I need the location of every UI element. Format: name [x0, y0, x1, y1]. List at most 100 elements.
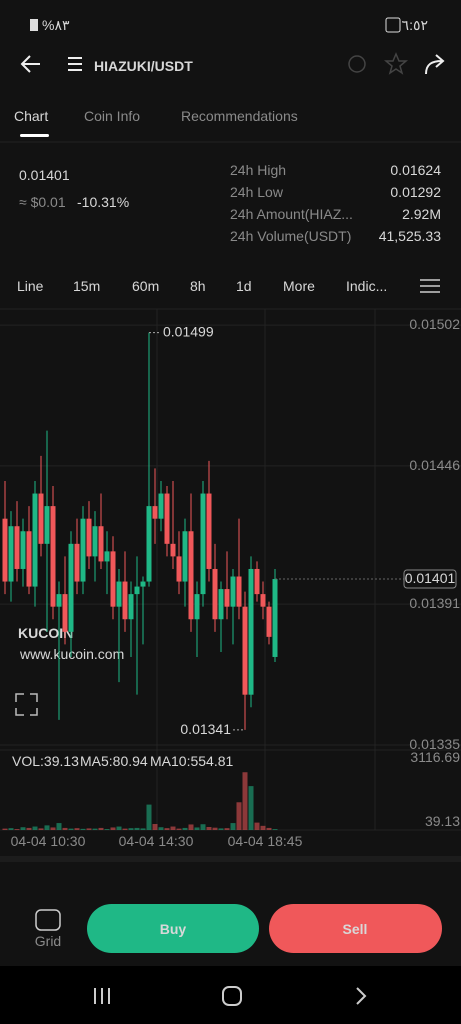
- candle-body: [140, 581, 146, 587]
- candle-body: [92, 526, 98, 557]
- volume-bar: [176, 828, 182, 830]
- price-change: -10.31%: [77, 194, 129, 210]
- interval-option[interactable]: 60m: [132, 278, 159, 294]
- stat-label: 24h Low: [230, 184, 284, 200]
- indicator-label: MA10:554.81: [150, 753, 233, 769]
- volume-bar: [116, 826, 122, 830]
- volume-bar: [236, 802, 242, 830]
- volume-bar: [254, 822, 260, 830]
- y-tick-label: 0.01502: [409, 316, 460, 332]
- candle-body: [158, 493, 164, 519]
- y-tick-label: 0.01335: [409, 736, 460, 752]
- tab[interactable]: Chart: [14, 108, 48, 124]
- stat-value: 41,525.33: [379, 228, 441, 244]
- volume-bar: [86, 828, 92, 830]
- nav-bar: [0, 966, 461, 1024]
- volume-bar: [248, 786, 254, 830]
- candle-body: [266, 606, 272, 637]
- interval-option[interactable]: Line: [17, 278, 44, 294]
- tab-indicator: [20, 134, 49, 137]
- candle-body: [152, 506, 158, 519]
- volume-bar: [98, 827, 104, 830]
- interval-option[interactable]: 8h: [190, 278, 206, 294]
- volume-bar: [68, 828, 74, 830]
- y-tick-label: 0.01391: [409, 595, 460, 611]
- candle-body: [62, 594, 68, 632]
- candle-body: [38, 493, 44, 544]
- volume-bar: [266, 827, 272, 830]
- interval-option[interactable]: 1d: [236, 278, 252, 294]
- volume-bar: [128, 828, 134, 830]
- volume-bar: [212, 827, 218, 830]
- sell-button[interactable]: [269, 904, 442, 953]
- volume-tick-label: 3116.69: [410, 749, 460, 765]
- nav-home[interactable]: [222, 986, 242, 1006]
- stat-label: 24h Amount(HIAZ...: [230, 206, 353, 222]
- volume-bar: [140, 828, 146, 830]
- volume-bar: [146, 804, 152, 830]
- volume-bar: [122, 828, 128, 830]
- stat-value: 0.01292: [390, 184, 441, 200]
- buy-button[interactable]: [87, 904, 259, 953]
- interval-option[interactable]: 15m: [73, 278, 100, 294]
- share-icon[interactable]: [425, 54, 445, 75]
- volume-bar: [170, 826, 176, 830]
- candle-body: [56, 594, 62, 607]
- battery-text: %٨٣: [42, 17, 70, 33]
- volume-bar: [26, 827, 32, 830]
- candle-body: [98, 526, 104, 562]
- menu-icon[interactable]: [68, 57, 82, 71]
- watermark-site: www.kucoin.com: [19, 646, 124, 662]
- back-button[interactable]: [20, 55, 40, 73]
- candle-body: [44, 506, 50, 544]
- candle-body: [218, 589, 224, 620]
- last-price-label: 0.01401: [405, 570, 456, 586]
- status-icon: [385, 17, 401, 33]
- interval-option[interactable]: Indic...: [346, 278, 387, 294]
- candle-body: [50, 506, 56, 607]
- tab[interactable]: Recommendations: [181, 108, 298, 124]
- grid-label[interactable]: Grid: [35, 933, 61, 949]
- candle-body: [200, 493, 206, 595]
- tab[interactable]: Coin Info: [84, 108, 140, 124]
- x-tick-label: 04-04 14:30: [119, 833, 194, 849]
- x-tick-label: 04-04 10:30: [11, 833, 86, 849]
- candle-body: [272, 579, 278, 657]
- buy-label[interactable]: Buy: [160, 921, 187, 937]
- candle-body: [110, 551, 116, 607]
- volume-bar: [110, 827, 116, 830]
- sell-label[interactable]: Sell: [343, 921, 368, 937]
- fullscreen-icon[interactable]: [15, 693, 38, 716]
- volume-bar: [182, 827, 188, 830]
- nav-recents[interactable]: [94, 988, 110, 1004]
- settings-icon[interactable]: [420, 279, 440, 293]
- nav-back[interactable]: [356, 987, 367, 1005]
- low-annotation: 0.01341: [180, 721, 231, 737]
- candle-body: [212, 568, 218, 620]
- candle-body: [8, 526, 14, 582]
- volume-bar: [50, 827, 56, 830]
- candle-body: [194, 594, 200, 620]
- volume-bar: [152, 823, 158, 830]
- volume-bar: [200, 824, 206, 830]
- volume-bar: [188, 824, 194, 830]
- battery-icon: [30, 19, 38, 31]
- stats: 24h High 0.01624 24h Low 0.01292 24h Amount(…: [230, 162, 441, 244]
- interval-option[interactable]: More: [283, 278, 315, 294]
- candle-body: [20, 531, 26, 569]
- grid-icon[interactable]: [35, 909, 61, 931]
- candle-body: [74, 543, 80, 582]
- candle-body: [230, 576, 236, 607]
- candle-body: [206, 493, 212, 569]
- volume-bar: [62, 827, 68, 830]
- volume-bar: [32, 826, 38, 830]
- volume-bar: [56, 823, 62, 830]
- candle-body: [86, 518, 92, 557]
- alert-icon[interactable]: [348, 55, 366, 73]
- candle-body: [236, 576, 242, 607]
- candle-body: [188, 531, 194, 620]
- favorite-icon[interactable]: [383, 52, 409, 75]
